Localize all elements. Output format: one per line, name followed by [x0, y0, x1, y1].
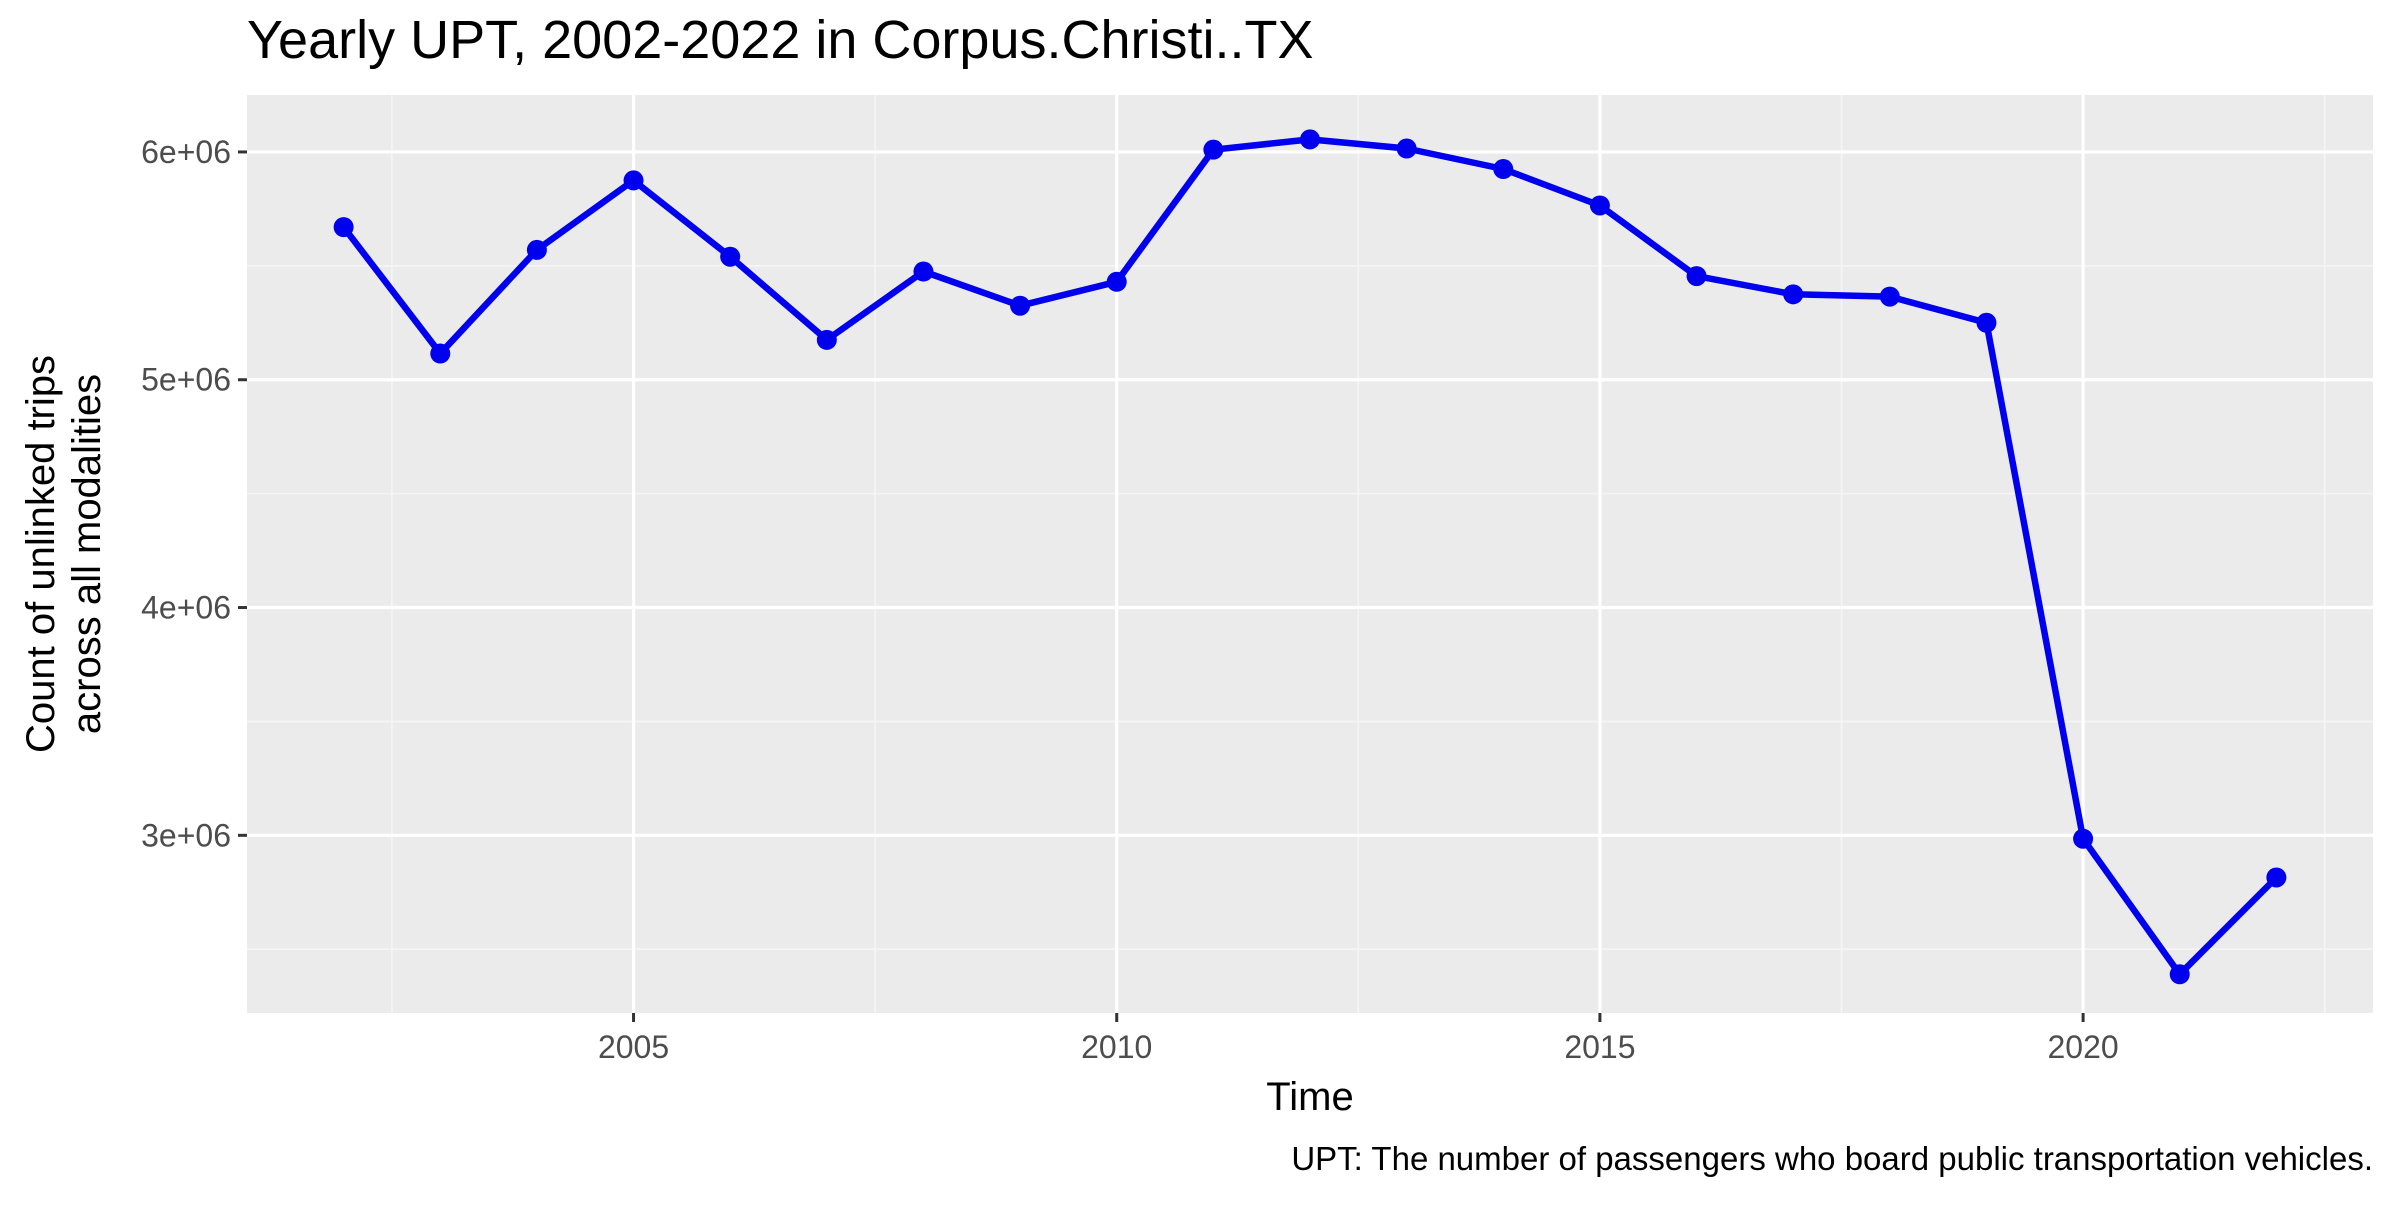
data-point [2266, 867, 2287, 888]
x-tick-label: 2015 [1564, 1029, 1635, 1065]
y-tick-label: 5e+06 [141, 362, 231, 398]
data-point [2073, 828, 2094, 849]
data-point [1686, 266, 1707, 287]
data-point [526, 239, 547, 260]
data-point [1396, 138, 1417, 159]
data-point [430, 343, 451, 364]
plot-panel [247, 95, 2373, 1013]
chart-title: Yearly UPT, 2002-2022 in Corpus.Christi.… [247, 10, 1314, 70]
x-tick-label: 2005 [598, 1029, 669, 1065]
data-point [1106, 271, 1127, 292]
y-axis: 3e+06 4e+06 5e+06 6e+06 [141, 134, 247, 853]
data-point [1493, 159, 1514, 180]
data-point [1589, 195, 1610, 216]
x-tick-label: 2020 [2047, 1029, 2118, 1065]
y-axis-title-line-1: Count of unlinked trips [19, 355, 63, 753]
y-tick-label: 6e+06 [141, 134, 231, 170]
data-point [1300, 129, 1320, 150]
y-axis-title-line-2: across all modalities [65, 374, 109, 734]
chart-caption: UPT: The number of passengers who board … [1291, 1140, 2373, 1177]
data-point [1010, 295, 1031, 316]
series-points [333, 129, 2287, 985]
minor-gridlines [247, 95, 2373, 1013]
data-point [1203, 139, 1224, 160]
x-tick-label: 2010 [1081, 1029, 1152, 1065]
data-point [333, 217, 354, 238]
x-axis: 2005 2010 2015 2020 [598, 1013, 2119, 1065]
data-point [816, 329, 837, 350]
data-point [623, 170, 644, 191]
y-tick-label: 3e+06 [141, 817, 231, 853]
data-point [720, 246, 741, 267]
data-point [1976, 312, 1997, 333]
major-gridlines [247, 95, 2373, 1013]
data-point [1783, 284, 1804, 305]
y-axis-title: Count of unlinked trips across all modal… [19, 355, 109, 753]
data-point [1879, 286, 1900, 307]
data-point [913, 261, 934, 282]
x-axis-title: Time [1266, 1075, 1353, 1119]
y-tick-label: 4e+06 [141, 590, 231, 626]
data-point [2169, 964, 2190, 985]
